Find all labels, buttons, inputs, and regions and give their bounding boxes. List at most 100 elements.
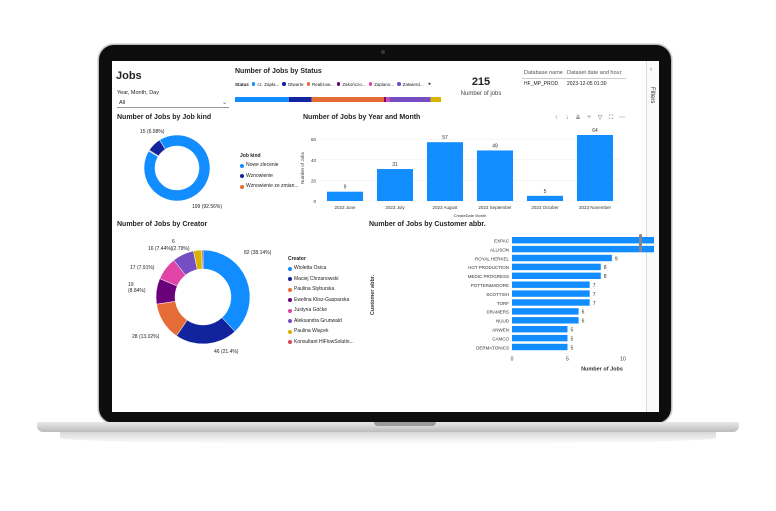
db-col2-header: Dataset date and hour (567, 70, 622, 76)
data-label: 7 (593, 283, 596, 289)
arrow-down-icon[interactable]: ↓ (565, 115, 569, 121)
customer-bar[interactable] (512, 237, 654, 244)
job-kind-slice[interactable] (142, 133, 212, 203)
status-legend-item[interactable]: Zakończo... (336, 82, 366, 87)
customer-bar[interactable] (512, 290, 590, 297)
camera-icon (381, 50, 385, 54)
customer-bar[interactable] (512, 263, 601, 271)
arrow-up-icon[interactable]: ↑ (554, 115, 558, 121)
laptop-base (37, 422, 739, 432)
year-month-bar[interactable] (577, 135, 613, 201)
year-month-bar[interactable] (477, 150, 513, 201)
status-legend-item[interactable]: Otwarte (282, 82, 304, 87)
data-label: 7 (593, 301, 596, 307)
creator-slice[interactable] (202, 249, 251, 332)
customer-bar[interactable] (512, 343, 568, 351)
status-segment[interactable] (288, 97, 312, 102)
status-legend-item[interactable]: Realizow... (306, 82, 334, 87)
job-kind-legend-item[interactable]: Nowe zlecenie (240, 163, 299, 168)
legend-dot-icon (240, 163, 244, 168)
creator-legend-item[interactable]: Paulina Styburska (288, 287, 354, 292)
x-tick-label: 10 (620, 357, 626, 363)
more-icon[interactable]: ⋯ (619, 115, 625, 121)
y-tick-label: SCOTTISH (486, 292, 509, 297)
legend-dot-icon (251, 82, 256, 86)
customer-bar[interactable] (512, 308, 579, 315)
creator-legend-item[interactable]: Wioletta Osica (288, 266, 354, 271)
status-legend-item[interactable]: cz. Zapła... (251, 81, 280, 87)
y-tick-label: POTTER&MOORE (471, 283, 509, 288)
creator-label-1: 82 (38.14%) (244, 250, 272, 256)
y-tick-label: 40 (311, 158, 317, 163)
creator-legend-item[interactable]: Konsultant HiFlowSolutio... (288, 339, 354, 345)
fork-icon[interactable]: ⑂ (587, 115, 591, 121)
status-segment[interactable] (384, 97, 387, 102)
y-tick-label: ANWEN (492, 328, 509, 333)
creator-legend-item[interactable]: Aleksandra Grunwald (288, 318, 354, 324)
date-slicer-dropdown[interactable]: All ⌄ (117, 99, 229, 108)
year-month-bar[interactable] (427, 142, 463, 201)
customer-bar[interactable] (512, 317, 579, 324)
customer-chart-title: Number of Jobs by Customer abbr. (369, 221, 486, 228)
report-canvas: Jobs Year, Month, Day All ⌄ Number of Jo… (112, 61, 659, 412)
filters-label: Filters (649, 87, 655, 104)
filter-icon[interactable]: ▽ (597, 115, 603, 121)
creator-legend-item[interactable]: Maciej Chrzanowski (288, 275, 354, 282)
job-kind-legend-item[interactable]: Wznowienie ze zmian... (240, 184, 299, 189)
double-arrow-down-icon[interactable]: ⇊ (575, 115, 581, 121)
chevron-left-icon[interactable]: ‹ (650, 67, 652, 73)
focus-icon[interactable]: ⛶ (608, 115, 614, 121)
customer-bar[interactable] (512, 281, 590, 288)
y-tick-label: ROYAL HERKEL (475, 256, 510, 261)
status-segment[interactable] (235, 97, 289, 102)
y-tick-label: MEDIC PROGRESS (468, 274, 509, 279)
x-axis-title: Number of Jobs (581, 367, 623, 371)
laptop-notch (374, 422, 436, 426)
creator-legend-item[interactable]: Justyna Góćke (288, 308, 354, 313)
x-tick-label: 5 (566, 357, 569, 363)
status-stacked-bar (235, 97, 441, 102)
status-segment[interactable] (430, 97, 441, 102)
data-label: 5 (571, 336, 574, 342)
data-label: 6 (582, 310, 585, 316)
legend-dot-icon (240, 174, 244, 178)
customer-bar[interactable] (512, 326, 568, 333)
creator-legend-item[interactable]: Ewelina Klisz-Gasparska (288, 297, 354, 303)
data-label: 57 (442, 135, 448, 141)
customer-chart-scrollbar[interactable] (639, 234, 642, 252)
customer-bar[interactable] (512, 254, 612, 262)
year-month-chart-title: Number of Jobs by Year and Month (303, 114, 421, 121)
creator-legend-item[interactable]: Paulina Wiącek (288, 329, 354, 334)
creator-legend-label: Maciej Chrzanowski (294, 275, 339, 282)
year-month-bar[interactable] (327, 191, 363, 201)
job-kind-chart-title: Number of Jobs by Job kind (117, 114, 212, 121)
customer-bar[interactable] (512, 299, 590, 306)
status-legend-item[interactable]: Zatwierd... (397, 82, 424, 87)
status-legend-item[interactable]: Zaplano... (368, 82, 394, 87)
job-kind-legend-item[interactable]: Wznowienie (240, 173, 299, 179)
x-tick-label: 2023 July (385, 205, 405, 210)
creator-legend: Creator Wioletta Osica Maciej Chrzanowski… (288, 256, 354, 350)
x-tick-label: 2023 September (478, 205, 512, 210)
creator-label-2: 46 (21.4%) (214, 349, 239, 355)
y-tick-label: 0 (313, 199, 316, 204)
customer-bar[interactable] (512, 272, 601, 280)
status-segment[interactable] (389, 97, 431, 102)
customer-bar[interactable] (512, 334, 568, 342)
customer-bar[interactable] (512, 245, 654, 253)
year-month-bar[interactable] (527, 195, 563, 201)
status-legend-title: Status (235, 81, 249, 87)
job-kind-slice[interactable] (148, 139, 167, 159)
y-axis-title: Customer abbr. (370, 274, 376, 315)
status-segment[interactable] (386, 97, 390, 102)
status-segment[interactable] (311, 97, 385, 102)
filters-pane[interactable]: ‹ Filters (646, 61, 659, 412)
year-month-bar[interactable] (377, 169, 413, 201)
chevron-right-icon[interactable]: ▸ (428, 81, 432, 87)
legend-dot-icon (368, 82, 373, 86)
creator-slice[interactable] (201, 249, 204, 270)
data-label: 9 (344, 185, 347, 191)
status-legend-label: cz. Zapła... (257, 81, 280, 87)
creator-label-6: 16 (7.44%) (148, 246, 173, 252)
